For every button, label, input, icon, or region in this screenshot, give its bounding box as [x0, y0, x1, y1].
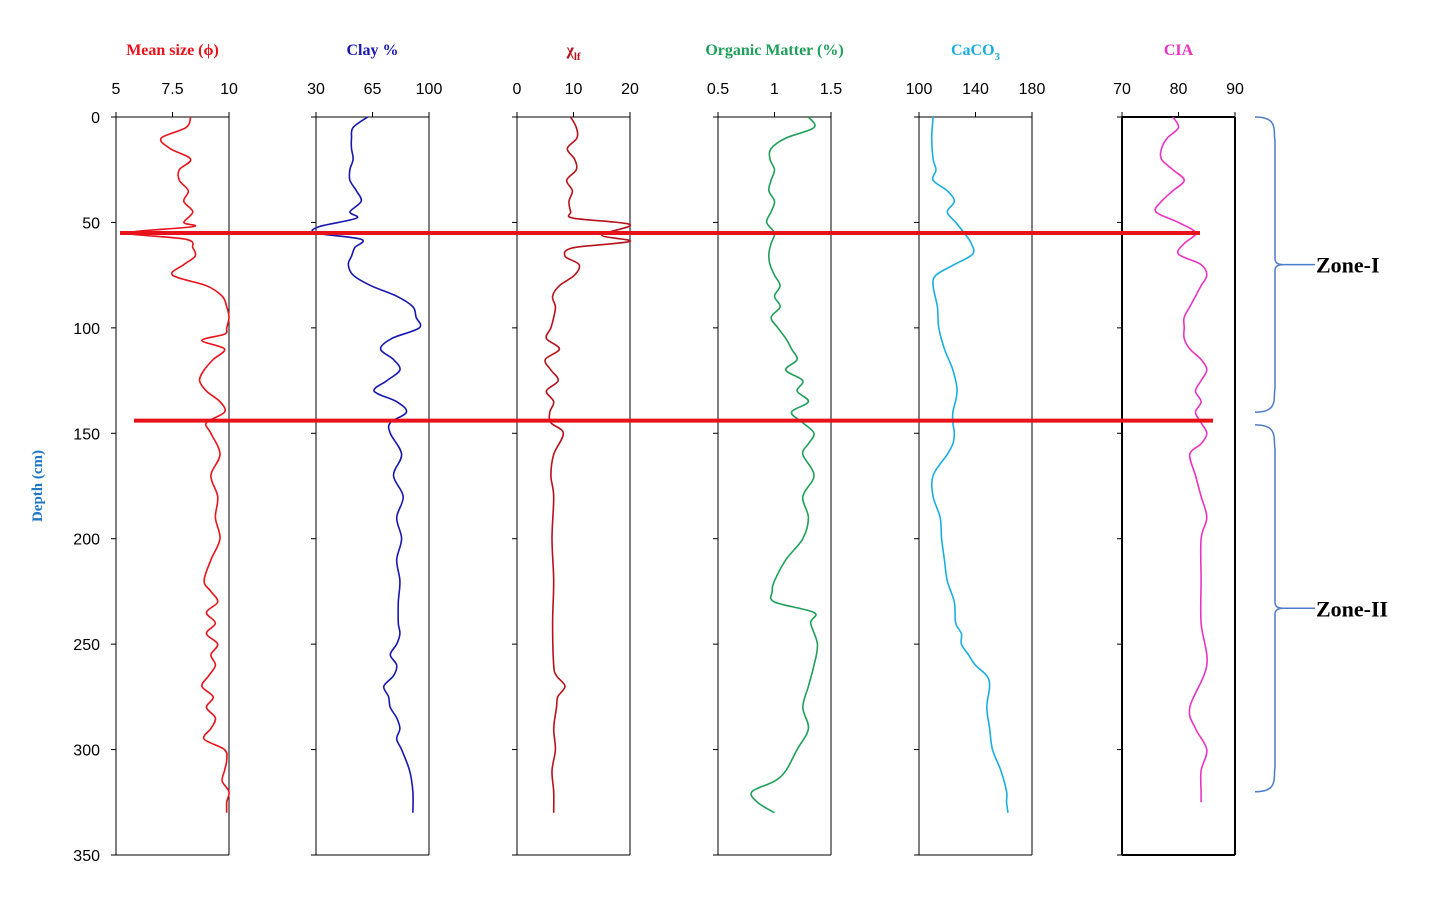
x-tick-label: 90: [1226, 81, 1244, 98]
series-line: [544, 116, 631, 813]
panel-4: 0.5 1 1.5 Organic Matter (%): [705, 42, 844, 856]
zone-brace: [1254, 424, 1284, 793]
panel-3: 0 10 20 χlf: [512, 42, 639, 856]
x-tick-label: 20: [621, 81, 639, 98]
x-tick-label: 10: [220, 81, 238, 98]
panel-2: 30 65 100 Clay %: [307, 42, 443, 856]
panel-title: CIA: [1164, 42, 1194, 59]
y-tick-label: 300: [73, 743, 100, 760]
panel-5: 100 140 180 CaCO3: [906, 42, 1046, 856]
x-tick-label: 1: [770, 81, 779, 98]
series-line: [126, 116, 230, 813]
panel-6: 70 80 90 CIA: [1113, 42, 1244, 856]
x-tick-label: 70: [1113, 81, 1131, 98]
y-tick-label: 0: [91, 110, 100, 127]
panel-title: Clay %: [347, 42, 399, 59]
x-tick-label: 100: [906, 81, 933, 98]
panel-1: 5 7.5 10 Mean size (ϕ): [111, 42, 238, 856]
x-tick-label: 10: [565, 81, 583, 98]
panel-title-main: CaCO: [951, 42, 995, 59]
zone-boundaries: [120, 230, 1213, 423]
x-tick-label: 30: [307, 81, 325, 98]
zone-brackets: Zone-I Zone-II: [1254, 116, 1388, 793]
panel-title: CaCO3: [951, 42, 1001, 63]
zone-label: Zone-I: [1316, 253, 1380, 278]
zone-brace: [1254, 116, 1284, 413]
x-tick-label: 0: [513, 81, 522, 98]
x-tick-label: 65: [364, 81, 382, 98]
x-tick-label: 140: [962, 81, 989, 98]
y-tick-label: 250: [73, 637, 100, 654]
x-tick-label: 1.5: [820, 81, 842, 98]
panel-title-main: χ: [565, 42, 574, 59]
y-tick-label: 50: [82, 215, 100, 232]
y-tick-label: 100: [73, 321, 100, 338]
panel-title-main: Organic Matter (%): [705, 42, 843, 59]
x-tick-label: 80: [1170, 81, 1188, 98]
panel-title-subscript: lf: [574, 51, 581, 63]
x-tick-label: 100: [416, 81, 443, 98]
panel-title-subscript: 3: [995, 51, 1001, 63]
series-line: [311, 116, 422, 813]
x-tick-label: 7.5: [161, 81, 183, 98]
series-line: [930, 116, 1009, 813]
y-tick-label: 350: [73, 848, 100, 865]
panel-title-main: CIA: [1164, 42, 1194, 59]
x-tick-label: 0.5: [707, 81, 729, 98]
y-tick-label: 150: [73, 426, 100, 443]
panel-title: Mean size (ϕ): [126, 42, 219, 59]
zone-label: Zone-II: [1316, 596, 1388, 621]
y-axis-label: Depth (cm): [30, 450, 46, 522]
x-tick-label: 5: [112, 81, 121, 98]
y-tick-label: 200: [73, 532, 100, 549]
series-line: [1154, 116, 1208, 803]
x-tick-label: 180: [1019, 81, 1046, 98]
panel-title-main: Mean size (ϕ): [126, 42, 219, 59]
series-line: [750, 116, 819, 814]
panel-title-main: Clay %: [347, 42, 399, 59]
panel-title: χlf: [565, 42, 580, 63]
panel-title: Organic Matter (%): [705, 42, 843, 59]
